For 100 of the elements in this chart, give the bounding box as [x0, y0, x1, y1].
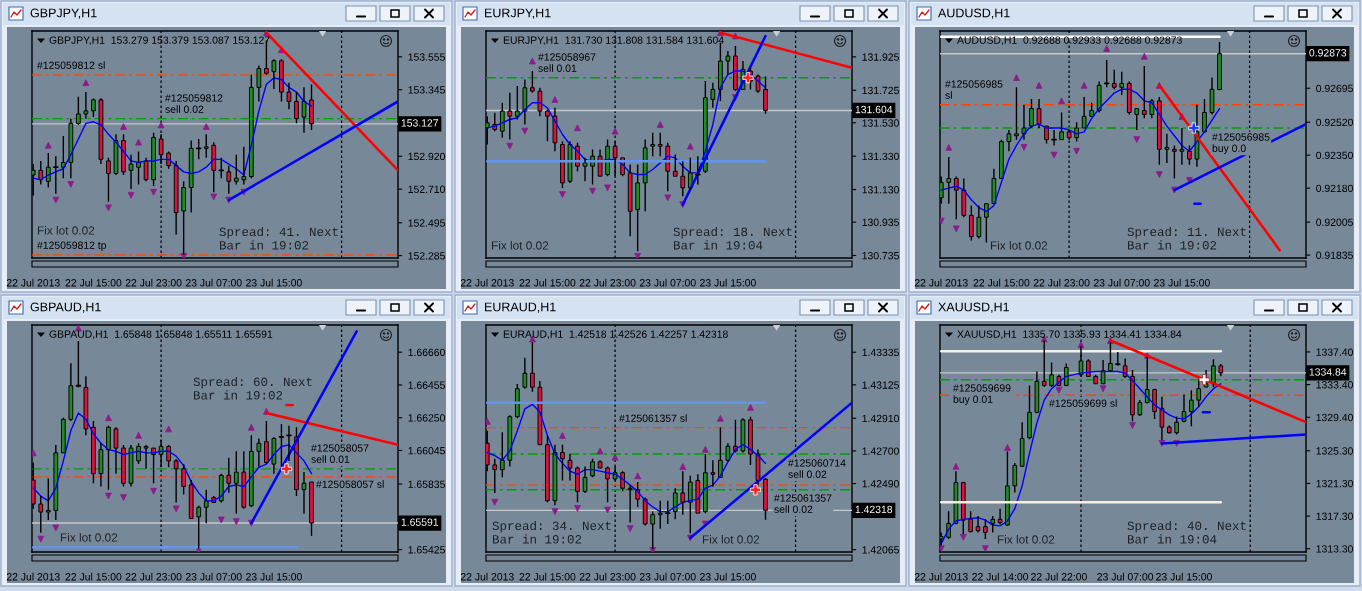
x-tick-label: 22 Jul 22:00	[1031, 572, 1087, 581]
ref-line-label: 0.92873	[1309, 49, 1347, 57]
chart-subtitle: GBPJPY,H1 153.279 153.379 153.087 153.127	[49, 36, 270, 46]
x-tick-label: 22 Jul 15:00	[973, 278, 1030, 287]
chart-title: GBPJPY,H1	[30, 8, 97, 19]
x-tick-label: 22 Jul 2013	[460, 572, 514, 581]
annotation: Fix lot 0.02	[702, 534, 760, 544]
ref-line-label: #125059812 tp	[37, 241, 107, 251]
y-tick-label: 1.42490	[862, 480, 899, 488]
x-tick-label: 23 Jul 15:00	[1156, 572, 1212, 581]
y-tick-label: 130.935	[862, 218, 899, 226]
chart-title: EURAUD,H1	[485, 302, 556, 313]
x-tick-label: 22 Jul 15:00	[519, 572, 576, 581]
ref-line-label: #125059699 sl	[1049, 399, 1117, 407]
x-tick-label: 22 Jul 23:00	[125, 572, 182, 581]
annotation: Spread: 40. Next Bar in 19:04	[1127, 520, 1246, 544]
annotation: Spread: 18. Next Bar in 19:04	[673, 226, 792, 250]
annotation: Fix lot 0.02	[60, 532, 118, 542]
y-tick-label: 1333.40	[1316, 381, 1353, 389]
y-tick-label: 1.65425	[408, 546, 445, 554]
y-tick-label: 1.66250	[408, 414, 445, 422]
annotation: Spread: 11. Next Bar in 19:02	[1127, 226, 1246, 250]
y-tick-label: 1321.30	[1316, 479, 1353, 488]
x-tick-label: 22 Jul 15:00	[65, 278, 122, 287]
x-tick-label: 23 Jul 15:00	[1154, 278, 1210, 287]
ref-line-label: 131.604	[855, 105, 893, 114]
y-tick-label: 153.555	[408, 53, 445, 61]
y-tick-label: 1317.30	[1316, 512, 1353, 520]
y-tick-label: 152.710	[408, 185, 445, 193]
y-tick-label: 0.92005	[1316, 218, 1353, 226]
ref-line-label: #125059812 sl	[37, 61, 105, 69]
y-tick-label: 152.285	[408, 252, 445, 260]
ref-line-label: #125056985 buy 0.0	[1212, 133, 1270, 154]
chart-title: EURJPY,H1	[485, 8, 551, 19]
ref-line-label: #125060714 sell 0.02	[788, 459, 846, 478]
y-tick-label: 1.43125	[862, 381, 899, 389]
x-tick-label: 22 Jul 15:00	[519, 278, 576, 287]
x-tick-label: 22 Jul 2013	[914, 572, 968, 581]
ref-line-label: #125058967 sell 0.01	[538, 53, 596, 72]
y-tick-label: 131.725	[862, 86, 899, 95]
ref-line-label: 1.65591	[401, 518, 439, 526]
y-tick-label: 1.66455	[408, 381, 445, 389]
ref-line-label: #125061357 sl	[619, 414, 687, 422]
chart-subtitle: AUDUSD,H1 0.92688 0.92933 0.92688 0.92873	[957, 36, 1182, 46]
x-tick-label: 22 Jul 2013	[6, 572, 60, 581]
x-tick-label: 22 Jul 2013	[914, 278, 968, 287]
ref-line-label: #125058057 sl	[316, 480, 384, 488]
chart-title: GBPAUD,H1	[30, 302, 101, 313]
annotation: Fix lot 0.02	[997, 534, 1055, 544]
x-tick-label: 22 Jul 23:00	[579, 572, 636, 581]
y-tick-label: 0.92520	[1316, 118, 1353, 127]
ref-line-label: #125058057 sell 0.01	[311, 444, 369, 463]
chart-subtitle: XAUUSD,H1 1335.70 1335.93 1334.41 1334.84	[957, 330, 1182, 340]
annotation: Fix lot 0.02	[37, 226, 95, 235]
ref-line-label: #125059812 sell 0.02	[165, 94, 223, 113]
y-tick-label: 1.42910	[862, 414, 899, 423]
y-tick-label: 1337.40	[1316, 348, 1353, 356]
y-tick-label: 1.42065	[862, 546, 899, 554]
annotation: Spread: 60. Next Bar in 19:02	[193, 376, 312, 400]
x-tick-label: 23 Jul 07:00	[639, 278, 696, 287]
x-tick-label: 23 Jul 07:00	[185, 572, 242, 581]
y-tick-label: 0.92695	[1316, 84, 1353, 93]
y-tick-label: 1313.30	[1316, 545, 1353, 553]
ref-line-label: 153.127	[401, 119, 439, 127]
annotation: Spread: 34. Next Bar in 19:02	[492, 520, 611, 544]
annotation: Fix lot 0.02	[491, 241, 549, 250]
x-tick-label: 22 Jul 23:00	[125, 278, 182, 287]
x-tick-label: 22 Jul 14:00	[972, 572, 1029, 581]
y-tick-label: 0.92180	[1316, 184, 1353, 193]
x-tick-label: 23 Jul 07:00	[185, 278, 242, 287]
chart-title: AUDUSD,H1	[938, 8, 1010, 19]
y-tick-label: 1.66045	[408, 446, 445, 455]
ref-line-label: #125056985 sl	[945, 80, 1003, 99]
x-tick-label: 23 Jul 15:00	[246, 278, 302, 287]
y-tick-label: 1.43335	[862, 348, 899, 357]
y-tick-label: 152.495	[408, 219, 445, 227]
x-tick-label: 22 Jul 2013	[460, 278, 514, 287]
ref-line-label: 1334.84	[1309, 368, 1347, 376]
x-tick-label: 22 Jul 2013	[6, 278, 60, 287]
x-tick-label: 23 Jul 15:00	[700, 572, 756, 581]
y-tick-label: 1.42700	[862, 447, 899, 455]
y-tick-label: 1.65835	[408, 480, 445, 488]
chart-subtitle: EURAUD,H1 1.42518 1.42526 1.42257 1.42318	[503, 330, 728, 340]
x-tick-label: 22 Jul 23:00	[1033, 278, 1090, 287]
y-tick-label: 1325.30	[1316, 447, 1353, 455]
y-tick-label: 1.66660	[408, 348, 445, 357]
ref-line-label: #125059699 buy 0.01	[953, 384, 1011, 405]
x-tick-label: 23 Jul 15:00	[246, 572, 302, 581]
ref-line-label: #125061357 sell 0.02	[774, 494, 832, 513]
annotation: Fix lot 0.02	[990, 241, 1048, 250]
y-tick-label: 131.925	[862, 53, 899, 61]
chart-title: XAUUSD,H1	[938, 302, 1009, 313]
chart-subtitle: GBPAUD,H1 1.65848 1.65848 1.65511 1.65591	[49, 330, 273, 340]
x-tick-label: 22 Jul 15:00	[65, 572, 122, 581]
y-tick-label: 153.345	[408, 86, 445, 94]
x-tick-label: 23 Jul 07:00	[639, 572, 696, 581]
x-tick-label: 23 Jul 15:00	[700, 278, 756, 287]
y-tick-label: 131.330	[862, 152, 899, 161]
y-tick-label: 152.920	[408, 152, 445, 161]
x-tick-label: 23 Jul 07:00	[1093, 278, 1150, 287]
